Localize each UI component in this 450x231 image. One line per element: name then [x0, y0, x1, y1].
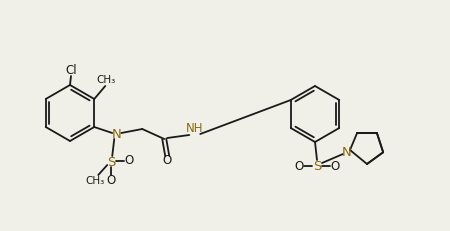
Text: O: O — [162, 155, 172, 167]
Text: NH: NH — [185, 122, 203, 134]
Text: S: S — [107, 155, 116, 168]
Text: O: O — [125, 155, 134, 167]
Text: S: S — [313, 159, 321, 173]
Text: O: O — [330, 159, 340, 173]
Text: CH₃: CH₃ — [86, 176, 105, 186]
Text: Cl: Cl — [65, 64, 77, 76]
Text: CH₃: CH₃ — [97, 75, 116, 85]
Text: N: N — [342, 146, 352, 158]
Text: O: O — [107, 173, 116, 186]
Text: O: O — [294, 159, 304, 173]
Text: N: N — [111, 128, 121, 140]
